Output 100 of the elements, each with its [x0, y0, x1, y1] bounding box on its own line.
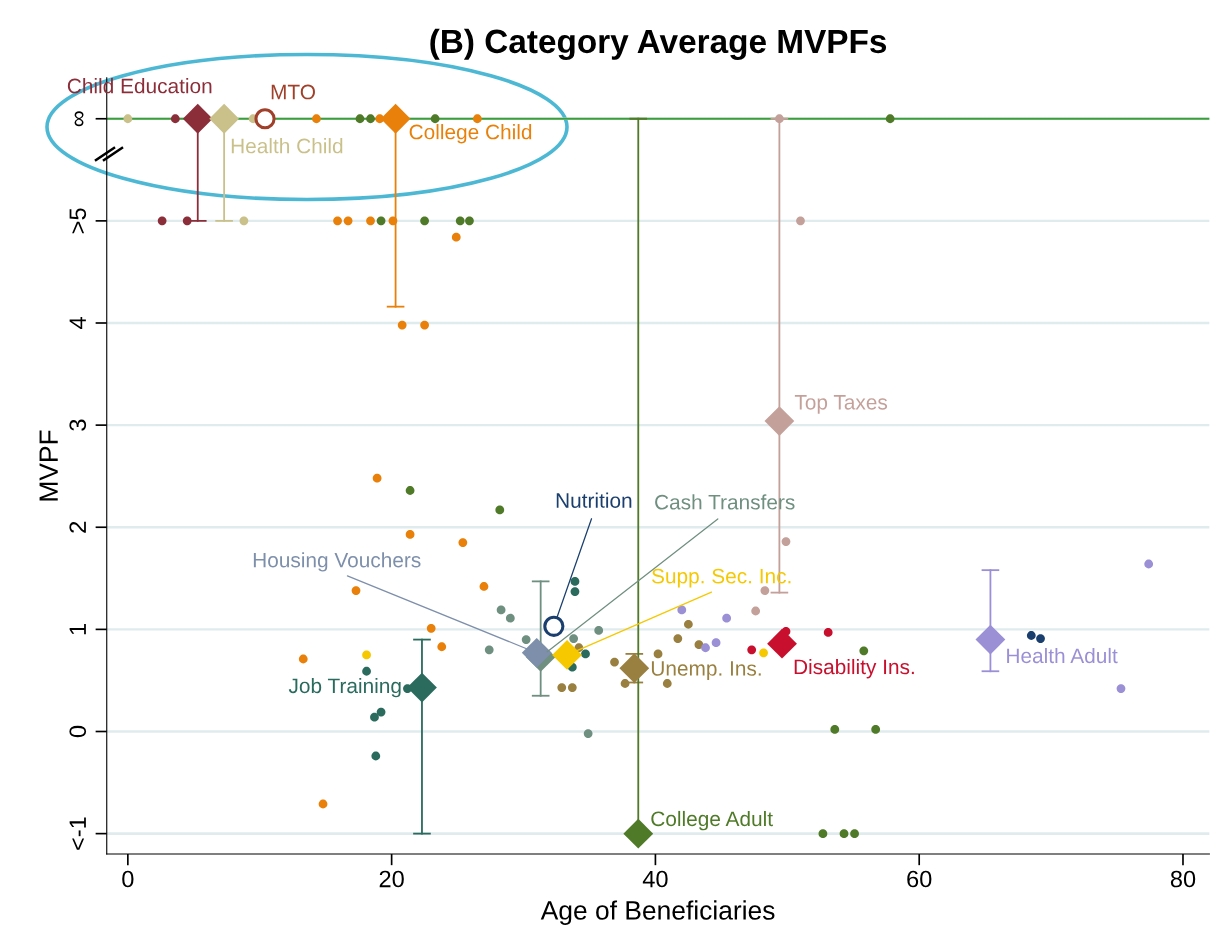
- point: [484, 645, 494, 655]
- point: [759, 648, 768, 658]
- point: [1036, 634, 1045, 643]
- point: [818, 829, 828, 839]
- point: [975, 624, 1006, 655]
- point: [747, 645, 757, 655]
- point: [871, 725, 881, 734]
- y-tick-label: 2: [69, 521, 86, 533]
- point: [343, 216, 353, 226]
- point: [123, 114, 133, 124]
- point: [318, 799, 328, 809]
- series-label: Top Taxes: [794, 395, 888, 414]
- point: [380, 103, 411, 134]
- y-tick-label: 0: [69, 725, 87, 738]
- point: [407, 672, 437, 703]
- point: [239, 216, 249, 226]
- series-label: Job Training: [288, 677, 401, 698]
- point: [312, 114, 321, 124]
- series-label: Health Adult: [1007, 647, 1118, 664]
- point: [157, 216, 167, 226]
- point: [479, 582, 489, 591]
- point: [370, 712, 379, 722]
- x-tick-label: 20: [379, 870, 404, 888]
- point: [543, 615, 565, 637]
- point: [209, 103, 240, 134]
- point: [254, 108, 276, 130]
- y-tick-label: 1: [69, 623, 86, 635]
- point: [1116, 684, 1126, 693]
- point: [1026, 631, 1036, 640]
- x-tick-label: 0: [122, 870, 134, 888]
- point: [570, 576, 580, 586]
- point: [298, 654, 308, 664]
- point: [451, 232, 461, 242]
- y-tick-label: ∞: [74, 111, 84, 127]
- point: [472, 114, 482, 124]
- y-tick-label: >5: [69, 208, 87, 234]
- point: [764, 406, 795, 436]
- point: [521, 635, 531, 644]
- point: [751, 606, 761, 616]
- point: [366, 216, 375, 226]
- x-axis-title: Age of Beneficiaries: [540, 900, 775, 925]
- series-label: Unemp. Ins.: [651, 661, 761, 680]
- point: [619, 653, 650, 684]
- point: [567, 683, 577, 692]
- series-label: MTO: [271, 84, 315, 100]
- point: [610, 657, 619, 667]
- y-tick-label: <-1: [69, 817, 86, 850]
- point: [711, 638, 721, 648]
- point: [351, 586, 361, 595]
- point: [673, 634, 683, 643]
- x-tick-label: 40: [642, 870, 668, 888]
- point: [701, 643, 710, 653]
- point: [850, 829, 859, 839]
- point: [722, 613, 732, 623]
- point: [552, 640, 582, 670]
- point: [569, 634, 579, 643]
- y-tick-label: 4: [69, 317, 86, 330]
- point: [362, 650, 371, 660]
- point: [372, 473, 382, 483]
- point: [362, 666, 371, 676]
- point: [455, 216, 465, 226]
- series-label: Health Child: [231, 138, 343, 154]
- point: [885, 114, 895, 124]
- point: [420, 216, 429, 226]
- point: [170, 114, 180, 124]
- series-label: College Adult: [651, 810, 773, 831]
- point: [397, 320, 407, 330]
- point: [767, 628, 797, 659]
- series-label: College Child: [409, 124, 532, 144]
- point: [581, 649, 590, 659]
- point: [182, 103, 213, 134]
- point: [557, 683, 567, 692]
- point: [405, 486, 415, 495]
- y-axis-title: MVPF: [39, 430, 58, 501]
- point: [1144, 559, 1154, 569]
- point: [405, 530, 415, 539]
- point: [430, 114, 440, 124]
- point: [366, 114, 375, 124]
- point: [496, 605, 506, 615]
- x-tick-label: 60: [907, 870, 932, 888]
- point: [839, 829, 849, 839]
- y-tick-label: 3: [69, 419, 87, 431]
- point: [182, 216, 192, 226]
- chart-title: (B) Category Average MVPFs: [430, 28, 887, 60]
- point: [653, 649, 663, 659]
- point: [775, 114, 784, 124]
- point: [388, 216, 398, 226]
- text: Supp. Sec. Inc.: [651, 568, 791, 588]
- point: [465, 216, 474, 226]
- x-tick-label: 80: [1170, 870, 1196, 888]
- point: [781, 537, 791, 546]
- point: [684, 619, 693, 629]
- point: [333, 216, 342, 226]
- point: [505, 613, 515, 623]
- point: [420, 320, 429, 330]
- text: Nutrition: [556, 492, 632, 508]
- point: [437, 642, 447, 652]
- point: [796, 216, 805, 226]
- point: [620, 679, 630, 688]
- point: [859, 646, 869, 656]
